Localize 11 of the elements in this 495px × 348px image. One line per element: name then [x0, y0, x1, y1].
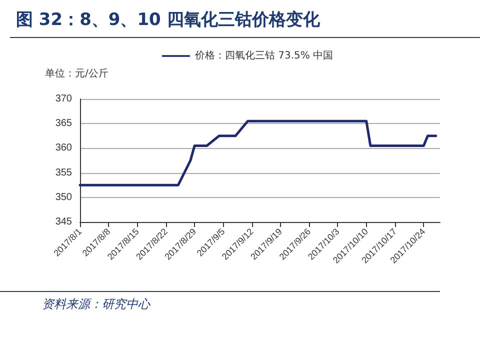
legend-label: 价格：四氧化三钴 73.5% 中国 [194, 50, 334, 62]
y-tick-label: 350 [55, 192, 72, 203]
y-tick-label: 370 [55, 94, 72, 104]
y-tick-label: 355 [55, 167, 72, 178]
y-axis-title: 单位：元/公斤 [45, 68, 108, 80]
line-series [78, 120, 438, 186]
y-tick-label: 360 [55, 142, 72, 154]
text: 资料来源：研究中心 [42, 296, 150, 313]
chart-title: 图 32：8、9、10 四氧化三钴价格变化 [16, 9, 320, 31]
y-tick-label: 345 [55, 216, 72, 228]
y-tick-label: 365 [55, 118, 72, 130]
